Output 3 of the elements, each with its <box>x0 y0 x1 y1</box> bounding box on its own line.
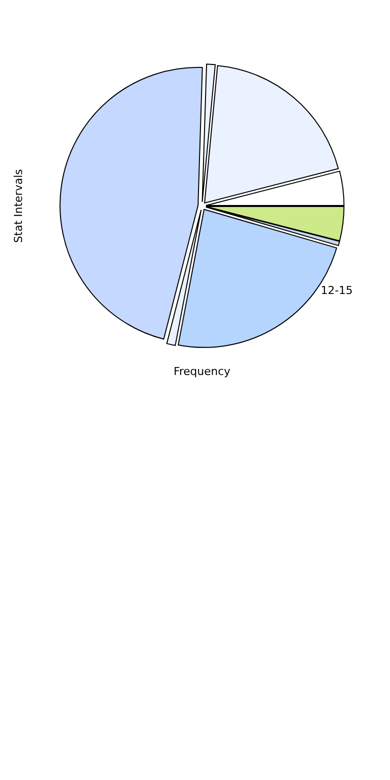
text: Stat Intervals <box>12 168 25 243</box>
text: Frequency <box>174 365 231 378</box>
slice-label: 12-15 <box>320 284 353 297</box>
